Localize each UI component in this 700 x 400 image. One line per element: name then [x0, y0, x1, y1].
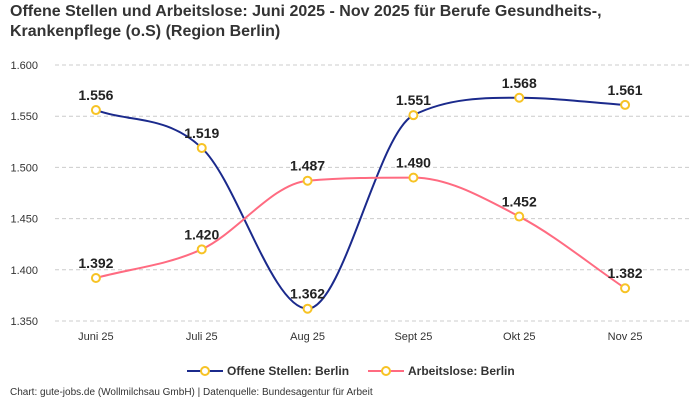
- x-tick-label: Juli 25: [186, 331, 218, 343]
- x-tick-label: Juni 25: [78, 331, 113, 343]
- data-point: [408, 110, 419, 121]
- legend-marker: [381, 366, 391, 376]
- data-label: 1.490: [396, 155, 431, 171]
- y-tick-label: 1.350: [10, 316, 38, 328]
- data-point: [196, 142, 207, 153]
- series-line-1: [95, 176, 626, 290]
- legend-marker: [200, 366, 210, 376]
- data-label: 1.551: [396, 92, 431, 108]
- series-line-0: [95, 96, 626, 310]
- data-point: [90, 105, 101, 116]
- data-point: [408, 172, 419, 183]
- x-tick-label: Nov 25: [608, 331, 643, 343]
- data-label: 1.382: [608, 265, 643, 281]
- legend-label: Arbeitslose: Berlin: [408, 364, 515, 378]
- data-point: [302, 175, 313, 186]
- data-point: [90, 272, 101, 283]
- chart-title: Offene Stellen und Arbeitslose: Juni 202…: [10, 3, 602, 40]
- data-point: [514, 211, 525, 222]
- data-label: 1.392: [78, 255, 113, 271]
- data-label: 1.487: [290, 158, 325, 174]
- y-tick-label: 1.550: [10, 111, 38, 123]
- legend-label: Offene Stellen: Berlin: [227, 364, 349, 378]
- data-point: [196, 244, 207, 255]
- data-point: [620, 99, 631, 110]
- x-tick-label: Aug 25: [290, 331, 325, 343]
- data-label: 1.568: [502, 75, 537, 91]
- y-tick-label: 1.600: [10, 60, 38, 72]
- data-label: 1.561: [608, 82, 643, 98]
- x-tick-label: Okt 25: [503, 331, 535, 343]
- data-label: 1.362: [290, 286, 325, 302]
- y-tick-label: 1.500: [10, 162, 38, 174]
- data-point: [514, 92, 525, 103]
- y-tick-label: 1.400: [10, 265, 38, 277]
- data-label: 1.420: [184, 226, 219, 242]
- data-point: [302, 303, 313, 314]
- data-label: 1.556: [78, 87, 113, 103]
- data-label: 1.519: [184, 125, 219, 141]
- data-label: 1.452: [502, 194, 537, 210]
- x-tick-label: Sept 25: [394, 331, 432, 343]
- data-point: [620, 283, 631, 294]
- source-footer: Chart: gute-jobs.de (Wollmilchsau GmbH) …: [10, 387, 373, 398]
- y-tick-label: 1.450: [10, 214, 38, 226]
